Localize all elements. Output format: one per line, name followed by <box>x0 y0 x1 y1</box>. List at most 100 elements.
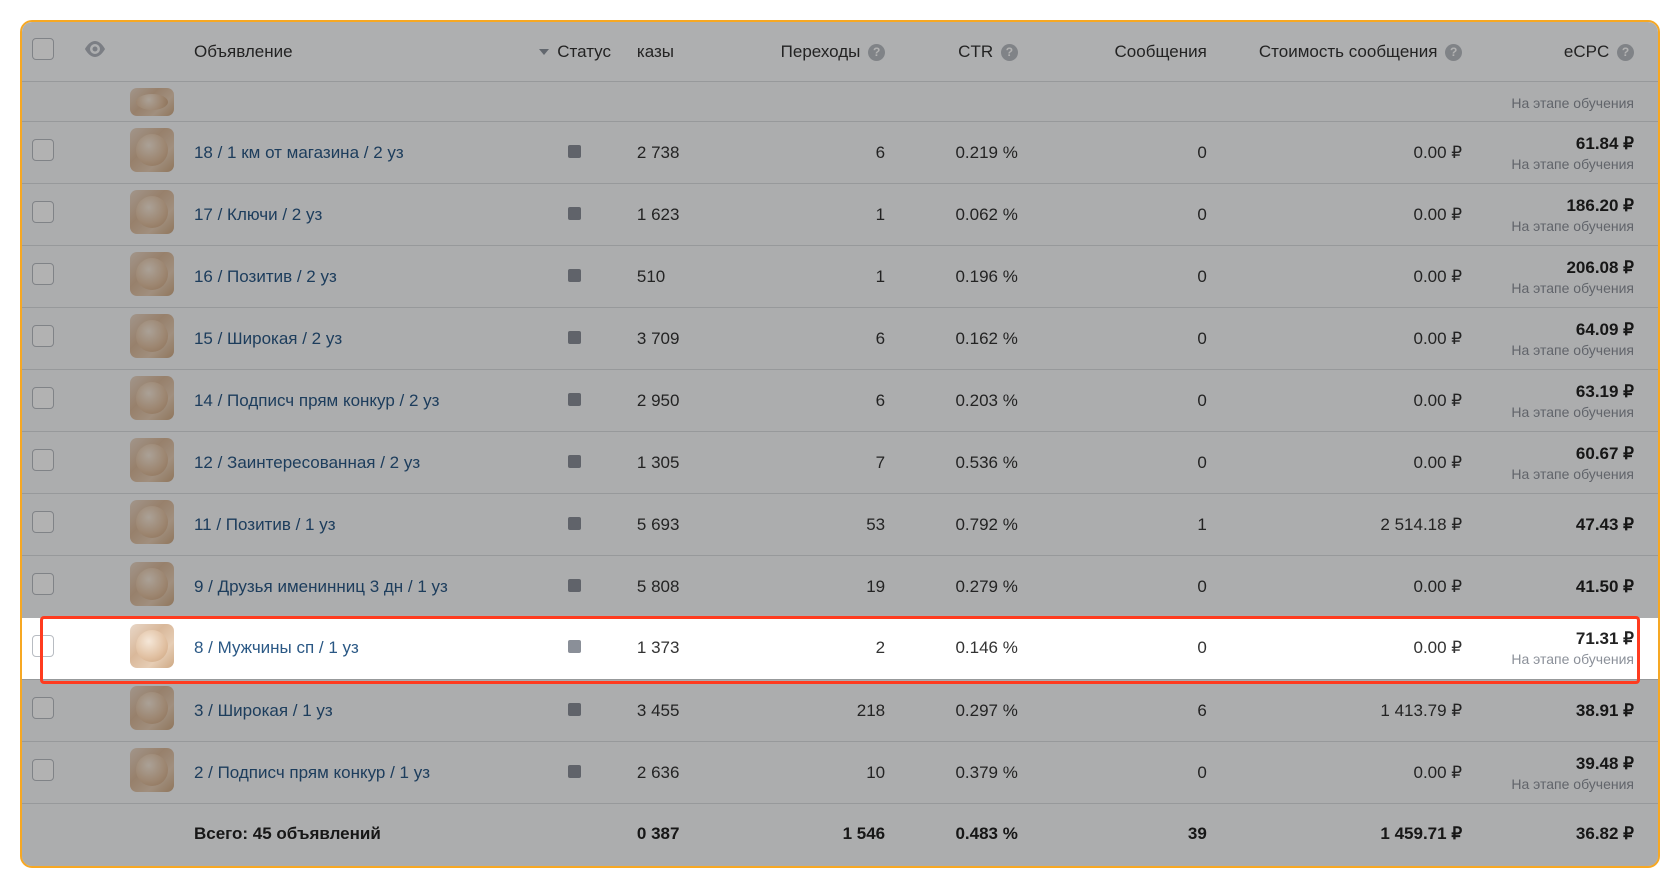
cell-ecpc: 206.08 ₽ <box>1482 258 1634 278</box>
ad-thumbnail[interactable] <box>130 562 174 606</box>
cell-impressions: 1 623 <box>627 184 722 246</box>
status-stop-icon[interactable] <box>568 393 581 406</box>
ad-link[interactable]: 2 / Подписч прям конкур / 1 уз <box>194 763 430 782</box>
cell-ctr: 0.379 % <box>895 742 1028 804</box>
cell-ecpc: 60.67 ₽ <box>1482 444 1634 464</box>
status-stop-icon[interactable] <box>568 145 581 158</box>
cell-message-cost: 0.00 ₽ <box>1217 122 1472 184</box>
row-checkbox[interactable] <box>32 697 54 719</box>
ecpc-learning-note: На этапе обучения <box>1482 156 1634 172</box>
cell-messages: 1 <box>1028 494 1217 556</box>
cell-messages: 0 <box>1028 432 1217 494</box>
ad-link[interactable]: 11 / Позитив / 1 уз <box>194 515 336 534</box>
row-checkbox[interactable] <box>32 387 54 409</box>
row-checkbox[interactable] <box>32 573 54 595</box>
ad-link[interactable]: 14 / Подписч прям конкур / 2 уз <box>194 391 439 410</box>
row-checkbox[interactable] <box>32 449 54 471</box>
ad-thumbnail[interactable] <box>130 438 174 482</box>
cell-message-cost: 0.00 ₽ <box>1217 432 1472 494</box>
table-row: 15 / Широкая / 2 уз3 70960.162 %00.00 ₽6… <box>22 308 1658 370</box>
header-messages[interactable]: Сообщения <box>1115 42 1207 61</box>
ecpc-learning-note: На этапе обучения <box>1482 404 1634 420</box>
cell-clicks: 2 <box>722 618 895 680</box>
help-icon[interactable]: ? <box>868 44 885 61</box>
cell-messages: 0 <box>1028 246 1217 308</box>
table-row: 14 / Подписч прям конкур / 2 уз2 95060.2… <box>22 370 1658 432</box>
header-impressions[interactable]: казы <box>637 42 674 61</box>
cell-clicks: 6 <box>722 308 895 370</box>
cell-message-cost: 0.00 ₽ <box>1217 618 1472 680</box>
status-stop-icon[interactable] <box>568 269 581 282</box>
header-ecpc[interactable]: eCPC <box>1564 42 1609 61</box>
status-stop-icon[interactable] <box>568 455 581 468</box>
visibility-column-icon[interactable] <box>84 40 106 62</box>
ad-link[interactable]: 9 / Друзья именинниц 3 дн / 1 уз <box>194 577 448 596</box>
row-checkbox[interactable] <box>32 201 54 223</box>
cell-ecpc: 47.43 ₽ <box>1482 515 1634 535</box>
row-checkbox[interactable] <box>32 635 54 657</box>
status-stop-icon[interactable] <box>568 331 581 344</box>
table-row: 18 / 1 км от магазина / 2 уз2 73860.219 … <box>22 122 1658 184</box>
ad-link[interactable]: 17 / Ключи / 2 уз <box>194 205 322 224</box>
ad-thumbnail[interactable] <box>130 624 174 668</box>
cell-ctr: 0.203 % <box>895 370 1028 432</box>
header-ad[interactable]: Объявление <box>184 22 523 82</box>
status-stop-icon[interactable] <box>568 640 581 653</box>
cell-messages: 0 <box>1028 556 1217 618</box>
ad-thumbnail[interactable] <box>130 252 174 296</box>
ad-thumbnail[interactable] <box>130 748 174 792</box>
cell-impressions: 1 373 <box>627 618 722 680</box>
row-checkbox[interactable] <box>32 325 54 347</box>
header-ctr[interactable]: CTR <box>958 42 993 61</box>
ad-link[interactable]: 12 / Заинтересованная / 2 уз <box>194 453 420 472</box>
ecpc-learning-note: На этапе обучения <box>1482 342 1634 358</box>
help-icon[interactable]: ? <box>1001 44 1018 61</box>
cell-clicks: 6 <box>722 122 895 184</box>
status-stop-icon[interactable] <box>568 207 581 220</box>
help-icon[interactable]: ? <box>1617 44 1634 61</box>
ad-link[interactable]: 15 / Широкая / 2 уз <box>194 329 342 348</box>
ad-link[interactable]: 18 / 1 км от магазина / 2 уз <box>194 143 404 162</box>
cell-clicks: 10 <box>722 742 895 804</box>
totals-label: Всего: 45 объявлений <box>184 804 523 865</box>
cell-messages <box>1028 82 1217 122</box>
status-stop-icon[interactable] <box>568 703 581 716</box>
header-status[interactable]: Статус <box>557 42 611 61</box>
cell-ctr: 0.536 % <box>895 432 1028 494</box>
table-row: 2 / Подписч прям конкур / 1 уз2 636100.3… <box>22 742 1658 804</box>
ad-thumbnail[interactable] <box>130 500 174 544</box>
sort-caret-icon[interactable] <box>539 49 549 55</box>
ad-link[interactable]: 3 / Широкая / 1 уз <box>194 701 333 720</box>
cell-ecpc: 38.91 ₽ <box>1482 701 1634 721</box>
row-checkbox[interactable] <box>32 759 54 781</box>
row-checkbox[interactable] <box>32 263 54 285</box>
cell-message-cost: 0.00 ₽ <box>1217 184 1472 246</box>
ad-thumbnail[interactable] <box>130 376 174 420</box>
ecpc-learning-note: На этапе обучения <box>1482 280 1634 296</box>
table-row: 8 / Мужчины сп / 1 уз1 37320.146 %00.00 … <box>22 618 1658 680</box>
ad-thumbnail[interactable] <box>130 686 174 730</box>
cell-message-cost: 0.00 ₽ <box>1217 308 1472 370</box>
status-stop-icon[interactable] <box>568 765 581 778</box>
cell-message-cost: 0.00 ₽ <box>1217 246 1472 308</box>
help-icon[interactable]: ? <box>1445 44 1462 61</box>
header-clicks[interactable]: Переходы <box>781 42 861 61</box>
ad-thumbnail[interactable] <box>130 314 174 358</box>
ad-thumbnail[interactable] <box>130 128 174 172</box>
cell-messages: 0 <box>1028 122 1217 184</box>
ads-table: Объявление Статус казы Переходы ? CTR ? <box>22 22 1658 864</box>
ad-link[interactable]: 16 / Позитив / 2 уз <box>194 267 337 286</box>
ad-thumbnail[interactable] <box>130 190 174 234</box>
status-stop-icon[interactable] <box>568 517 581 530</box>
cell-ecpc: 61.84 ₽ <box>1482 134 1634 154</box>
header-message-cost[interactable]: Стоимость сообщения <box>1259 42 1438 61</box>
row-checkbox[interactable] <box>32 511 54 533</box>
ad-thumbnail[interactable] <box>130 88 174 116</box>
status-stop-icon[interactable] <box>568 579 581 592</box>
cell-clicks: 6 <box>722 370 895 432</box>
cell-messages: 0 <box>1028 370 1217 432</box>
ecpc-learning-note: На этапе обучения <box>1482 218 1634 234</box>
select-all-checkbox[interactable] <box>32 38 54 60</box>
ad-link[interactable]: 8 / Мужчины сп / 1 уз <box>194 638 359 657</box>
row-checkbox[interactable] <box>32 139 54 161</box>
